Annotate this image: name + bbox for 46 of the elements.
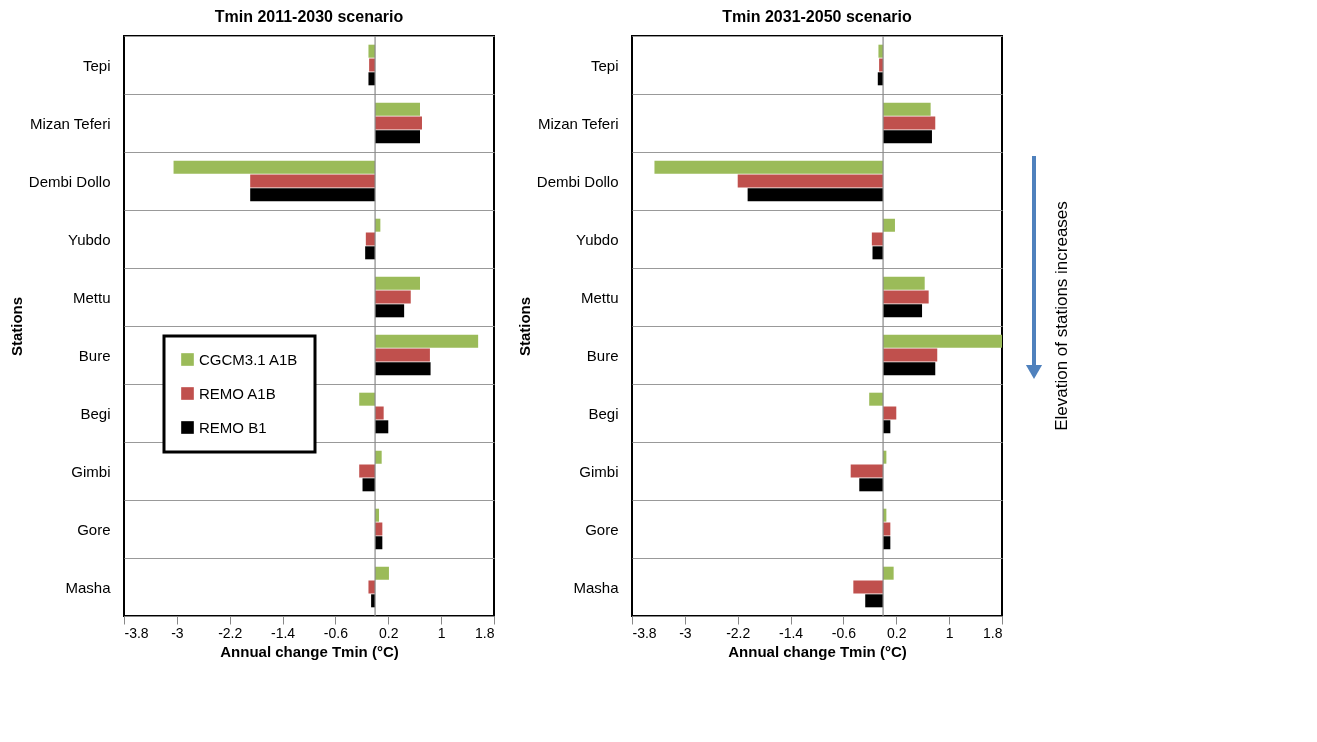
x-tick-label: -0.6 (323, 624, 349, 641)
legend-label: REMO A1B (199, 384, 276, 402)
x-tick-label: -0.6 (831, 624, 857, 641)
y-tick-label: Gore (77, 520, 111, 538)
y-tick-label: Begi (80, 404, 111, 422)
y-tick-label: Mizan Teferi (29, 114, 111, 132)
y-tick-label: Gimbi (579, 462, 619, 480)
y-tick-label: Mettu (72, 288, 111, 306)
y-tick-label: Begi (588, 404, 619, 422)
x-tick-label: -1.4 (779, 624, 804, 641)
x-tick-label: 1.8 (983, 624, 1003, 641)
x-tick-label: -1.4 (271, 624, 296, 641)
x-tick-label: 0.2 (379, 624, 399, 641)
text: Elevation of stations increases (1052, 201, 1071, 431)
y-axis-title: Stations (7, 296, 25, 357)
x-tick-label: -3.8 (124, 624, 149, 641)
x-tick-label: -2.2 (726, 624, 751, 641)
y-tick-label: Masha (65, 578, 112, 596)
y-tick-label: Gimbi (71, 462, 111, 480)
y-tick-label: Dembi Dollo (28, 172, 111, 190)
x-tick-label: 0.2 (887, 624, 907, 641)
legend-label: CGCM3.1 A1B (199, 350, 298, 368)
x-axis-title: Annual change Tmin (°C) (728, 642, 907, 660)
y-tick-label: Masha (573, 578, 620, 596)
x-tick-label: 1 (945, 624, 954, 641)
y-tick-label: Bure (78, 346, 111, 364)
x-tick-label: -2.2 (218, 624, 243, 641)
legend-label: REMO B1 (199, 418, 267, 436)
x-tick-label: -3 (171, 624, 184, 641)
x-tick-label: 1 (437, 624, 446, 641)
y-tick-label: Tepi (82, 56, 111, 74)
y-axis-title: Stations (515, 296, 533, 357)
chart-title: Tmin 2031-2050 scenario (722, 8, 912, 25)
x-tick-label: -3 (679, 624, 692, 641)
y-tick-label: Dembi Dollo (536, 172, 619, 190)
y-tick-label: Mettu (580, 288, 619, 306)
x-axis-title: Annual change Tmin (°C) (220, 642, 399, 660)
y-tick-label: Yubdo (67, 230, 111, 248)
y-tick-label: Mizan Teferi (537, 114, 619, 132)
y-tick-label: Bure (586, 346, 619, 364)
x-tick-label: 1.8 (475, 624, 495, 641)
y-tick-label: Yubdo (575, 230, 619, 248)
chart-title: Tmin 2011-2030 scenario (214, 8, 404, 25)
y-tick-label: Gore (585, 520, 619, 538)
y-tick-label: Tepi (590, 56, 619, 74)
x-tick-label: -3.8 (632, 624, 657, 641)
